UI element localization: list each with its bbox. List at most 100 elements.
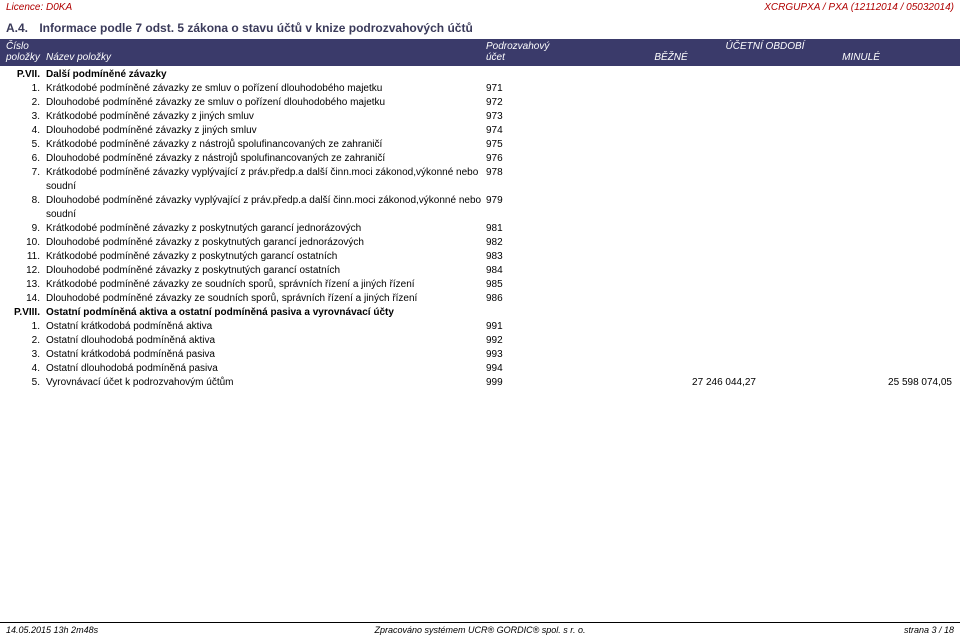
row-minule: 25 598 074,05 <box>766 376 956 390</box>
row-item: Dlouhodobé podmíněné závazky ze smluv o … <box>46 96 486 110</box>
page-footer: 14.05.2015 13h 2m48s Zpracováno systémem… <box>0 622 960 637</box>
row-minule <box>766 264 956 278</box>
table-row: 4.Dlouhodobé podmíněné závazky z jiných … <box>6 124 954 138</box>
row-account: 985 <box>486 278 576 292</box>
row-item: Dlouhodobé podmíněné závazky z jiných sm… <box>46 124 486 138</box>
row-item: Krátkodobé podmíněné závazky ze smluv o … <box>46 82 486 96</box>
table-row: 6.Dlouhodobé podmíněné závazky z nástroj… <box>6 152 954 166</box>
row-bezne <box>576 222 766 236</box>
hdr-nazev: Název položky <box>46 52 486 63</box>
row-account: 993 <box>486 348 576 362</box>
row-number: 12. <box>6 264 46 278</box>
row-bezne <box>576 348 766 362</box>
row-number: 4. <box>6 124 46 138</box>
row-bezne <box>576 278 766 292</box>
row-bezne <box>576 292 766 306</box>
table-row: 1.Ostatní krátkodobá podmíněná aktiva991 <box>6 320 954 334</box>
row-item: Krátkodobé podmíněné závazky vyplývající… <box>46 166 486 194</box>
table-row: 2.Dlouhodobé podmíněné závazky ze smluv … <box>6 96 954 110</box>
top-bar: Licence: D0KA XCRGUPXA / PXA (12112014 /… <box>0 0 960 15</box>
row-item: Dlouhodobé podmíněné závazky ze soudních… <box>46 292 486 306</box>
table-row: 12.Dlouhodobé podmíněné závazky z poskyt… <box>6 264 954 278</box>
row-bezne <box>576 250 766 264</box>
row-number: 11. <box>6 250 46 264</box>
row-account: 992 <box>486 334 576 348</box>
group-label: Další podmíněné závazky <box>46 68 486 82</box>
row-number: 2. <box>6 334 46 348</box>
row-bezne <box>576 166 766 194</box>
row-minule <box>766 292 956 306</box>
row-bezne <box>576 320 766 334</box>
row-minule <box>766 138 956 152</box>
table-row: 9.Krátkodobé podmíněné závazky z poskytn… <box>6 222 954 236</box>
row-number: 13. <box>6 278 46 292</box>
row-item: Dlouhodobé podmíněné závazky vyplývající… <box>46 194 486 222</box>
row-item: Ostatní dlouhodobá podmíněná pasiva <box>46 362 486 376</box>
table-row: 13.Krátkodobé podmíněné závazky ze soudn… <box>6 278 954 292</box>
row-item: Dlouhodobé podmíněné závazky z nástrojů … <box>46 152 486 166</box>
table-row: 1.Krátkodobé podmíněné závazky ze smluv … <box>6 82 954 96</box>
row-bezne <box>576 362 766 376</box>
row-number: 1. <box>6 82 46 96</box>
row-item: Ostatní krátkodobá podmíněná aktiva <box>46 320 486 334</box>
table-row: 7.Krátkodobé podmíněné závazky vyplývají… <box>6 166 954 194</box>
table-row: 3.Ostatní krátkodobá podmíněná pasiva993 <box>6 348 954 362</box>
row-minule <box>766 110 956 124</box>
row-account: 999 <box>486 376 576 390</box>
row-item: Dlouhodobé podmíněné závazky z poskytnut… <box>46 236 486 250</box>
row-account: 982 <box>486 236 576 250</box>
hdr-ucetni-obdobi: ÚČETNÍ OBDOBÍ <box>576 41 954 52</box>
row-minule <box>766 236 956 250</box>
group-row: P.VII.Další podmíněné závazky <box>6 68 954 82</box>
row-number: 8. <box>6 194 46 222</box>
row-account: 984 <box>486 264 576 278</box>
table-row: 11.Krátkodobé podmíněné závazky z poskyt… <box>6 250 954 264</box>
row-number: 5. <box>6 138 46 152</box>
row-item: Krátkodobé podmíněné závazky z poskytnut… <box>46 222 486 236</box>
row-account: 973 <box>486 110 576 124</box>
hdr-bezne: BĚŽNÉ <box>576 52 766 63</box>
row-item: Krátkodobé podmíněné závazky z poskytnut… <box>46 250 486 264</box>
row-number: 3. <box>6 348 46 362</box>
row-bezne <box>576 110 766 124</box>
row-item: Ostatní krátkodobá podmíněná pasiva <box>46 348 486 362</box>
row-account: 994 <box>486 362 576 376</box>
row-number: 5. <box>6 376 46 390</box>
hdr-polozky: položky <box>6 52 46 63</box>
footer-page: strana 3 / 18 <box>638 625 954 635</box>
row-account: 981 <box>486 222 576 236</box>
table-row: 4.Ostatní dlouhodobá podmíněná pasiva994 <box>6 362 954 376</box>
row-minule <box>766 194 956 222</box>
row-number: 7. <box>6 166 46 194</box>
table-row: 5.Vyrovnávací účet k podrozvahovým účtům… <box>6 376 954 390</box>
row-bezne <box>576 236 766 250</box>
row-minule <box>766 334 956 348</box>
row-item: Ostatní dlouhodobá podmíněná aktiva <box>46 334 486 348</box>
row-minule <box>766 96 956 110</box>
row-number: 9. <box>6 222 46 236</box>
row-minule <box>766 222 956 236</box>
row-account: 975 <box>486 138 576 152</box>
row-bezne <box>576 152 766 166</box>
group-code: P.VIII. <box>6 306 46 320</box>
row-item: Krátkodobé podmíněné závazky z nástrojů … <box>46 138 486 152</box>
row-minule <box>766 348 956 362</box>
row-minule <box>766 362 956 376</box>
row-minule <box>766 124 956 138</box>
row-minule <box>766 166 956 194</box>
group-code: P.VII. <box>6 68 46 82</box>
table-row: 5.Krátkodobé podmíněné závazky z nástroj… <box>6 138 954 152</box>
row-account: 983 <box>486 250 576 264</box>
row-number: 3. <box>6 110 46 124</box>
row-bezne <box>576 334 766 348</box>
table-body: P.VII.Další podmíněné závazky1.Krátkodob… <box>0 66 960 390</box>
group-label: Ostatní podmíněná aktiva a ostatní podmí… <box>46 306 486 320</box>
table-row: 2.Ostatní dlouhodobá podmíněná aktiva992 <box>6 334 954 348</box>
row-bezne <box>576 96 766 110</box>
row-number: 2. <box>6 96 46 110</box>
section-prefix: A.4. <box>6 21 36 35</box>
row-minule <box>766 320 956 334</box>
group-row: P.VIII.Ostatní podmíněná aktiva a ostatn… <box>6 306 954 320</box>
row-minule <box>766 152 956 166</box>
row-number: 4. <box>6 362 46 376</box>
